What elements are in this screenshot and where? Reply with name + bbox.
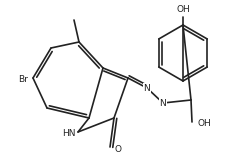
Text: N: N — [160, 99, 166, 108]
Text: HN: HN — [62, 129, 76, 138]
Text: OH: OH — [197, 120, 211, 128]
Text: N: N — [144, 84, 150, 93]
Text: O: O — [114, 144, 121, 153]
Text: Br: Br — [18, 74, 28, 84]
Text: OH: OH — [176, 5, 190, 14]
